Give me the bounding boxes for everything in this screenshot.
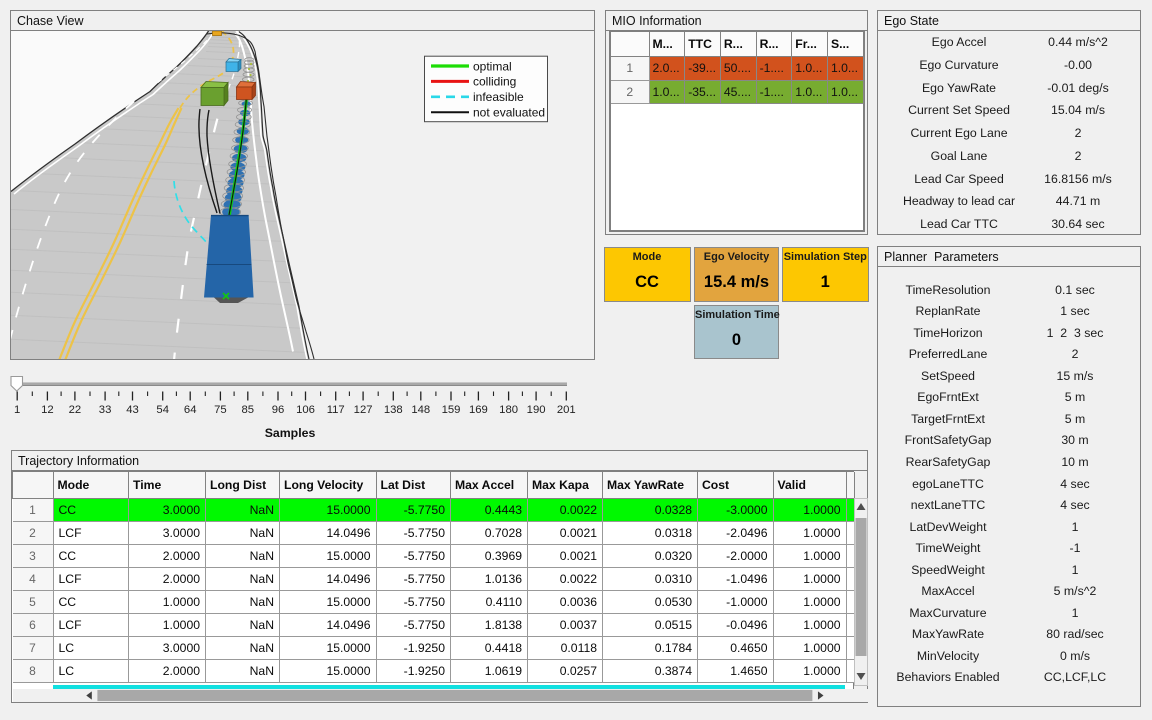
- svg-text:106: 106: [296, 404, 315, 416]
- svg-text:54: 54: [156, 404, 169, 416]
- svg-text:optimal: optimal: [473, 59, 512, 73]
- svg-text:180: 180: [499, 404, 518, 416]
- svg-text:148: 148: [411, 404, 430, 416]
- svg-text:1: 1: [14, 404, 20, 416]
- svg-text:159: 159: [442, 404, 461, 416]
- svg-text:117: 117: [327, 404, 345, 416]
- svg-text:190: 190: [527, 404, 546, 416]
- svg-text:22: 22: [69, 404, 82, 416]
- svg-text:138: 138: [384, 404, 403, 416]
- svg-text:75: 75: [214, 404, 227, 416]
- svg-text:85: 85: [242, 404, 255, 416]
- svg-text:33: 33: [99, 404, 112, 416]
- svg-text:43: 43: [126, 404, 139, 416]
- svg-text:64: 64: [184, 404, 197, 416]
- svg-text:96: 96: [272, 404, 285, 416]
- svg-text:not evaluated: not evaluated: [473, 106, 545, 120]
- svg-text:169: 169: [469, 404, 488, 416]
- svg-text:127: 127: [354, 404, 373, 416]
- svg-text:201: 201: [557, 404, 576, 416]
- svg-text:12: 12: [41, 404, 54, 416]
- svg-text:colliding: colliding: [473, 75, 516, 89]
- svg-text:infeasible: infeasible: [473, 90, 524, 104]
